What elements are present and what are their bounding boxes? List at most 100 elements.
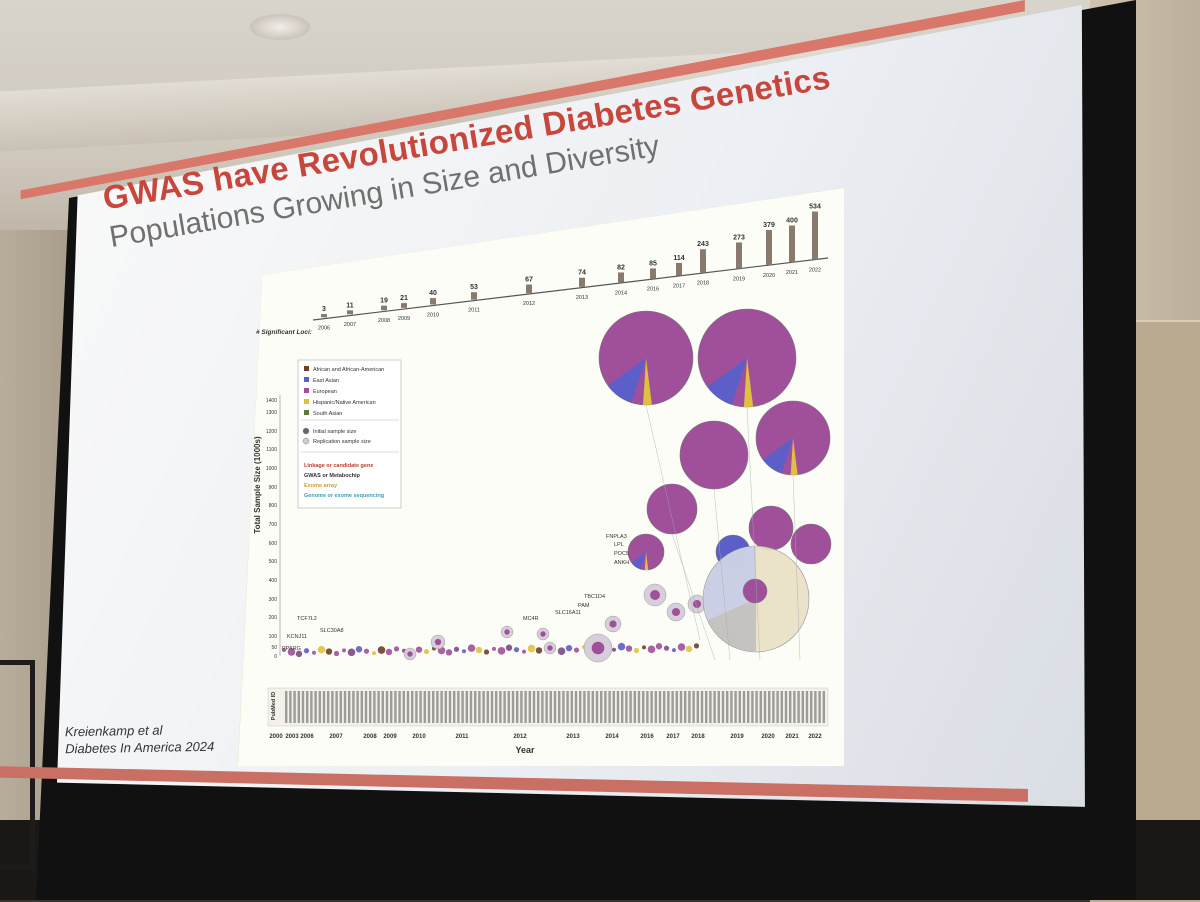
legend-ancestry-swatch [304,377,309,382]
legend-ancestry-swatch [304,388,309,393]
pubmed-id-mark [705,691,707,723]
pubmed-id-mark [314,691,316,723]
gene-label: LPL [614,542,624,548]
study-bubble [498,647,506,655]
pubmed-id-mark [684,691,686,723]
pubmed-id-mark [319,691,321,723]
loci-count-label: 400 [786,218,798,225]
gene-label: TCF7L2 [297,616,317,622]
study-bubble [476,647,482,653]
study-bubble [372,651,376,655]
pubmed-id-mark [680,691,682,723]
study-bubble [686,646,692,652]
study-bubble [364,649,369,654]
loci-count-label: 19 [380,298,388,305]
pubmed-id-mark [289,691,291,723]
x-year-label: 2006 [300,734,314,740]
x-year-label: 2014 [605,734,619,740]
loci-bar [736,242,742,268]
pubmed-id-mark [310,691,312,723]
loci-count-label: 74 [578,270,586,277]
initial-bubble [650,590,660,600]
pubmed-id-mark [461,691,463,723]
pubmed-id-mark [365,691,367,723]
pubmed-id-mark [449,691,451,723]
gene-label: SLC30A8 [320,628,344,634]
x-axis-label: Year [515,745,535,755]
legend-method-label: GWAS or Metabochip [304,473,361,479]
loci-year-label: 2009 [398,316,410,322]
y-tick-label: 50 [271,645,277,651]
y-tick-label: 700 [269,522,278,528]
pubmed-id-mark [474,691,476,723]
pubmed-id-mark [617,691,619,723]
pubmed-id-mark [638,691,640,723]
pubmed-id-mark [802,691,804,723]
x-year-label: 2009 [383,734,397,740]
loci-count-label: 21 [400,295,408,302]
loci-year-label: 2011 [468,308,480,314]
pubmed-id-mark [293,691,295,723]
pubmed-id-mark [482,691,484,723]
gene-label: PAM [578,603,590,609]
loci-bar [381,306,387,311]
loci-bar [618,272,624,282]
study-bubble [416,646,422,652]
study-bubble [626,645,632,651]
pubmed-id-mark [516,691,518,723]
pie-bubble [680,421,748,489]
study-bubble [634,648,639,653]
loci-count-label: 243 [697,241,709,248]
pubmed-id-mark [646,691,648,723]
study-bubble [304,648,309,653]
pubmed-id-mark [747,691,749,723]
loci-year-label: 2018 [697,281,709,287]
study-bubble [424,649,429,654]
study-bubble [642,645,646,649]
legend-method-label: Linkage or candidate gene [304,463,373,469]
study-bubble [612,648,616,652]
pubmed-id-mark [793,691,795,723]
initial-bubble [547,645,552,650]
loci-year-label: 2010 [427,312,439,318]
loci-bar [766,230,772,265]
pubmed-id-mark [772,691,774,723]
study-bubble [454,647,459,652]
pubmed-id-mark [613,691,615,723]
loci-label: # Significant Loci: [256,329,312,336]
study-bubble [672,648,676,652]
pubmed-id-mark [625,691,627,723]
pubmed-id-mark [592,691,594,723]
pubmed-id-mark [432,691,434,723]
study-bubble [522,650,526,654]
legend-ancestry-swatch [304,410,309,415]
pubmed-id-mark [411,691,413,723]
study-bubble [506,645,512,651]
pubmed-id-mark [629,691,631,723]
gene-label: TBC1D4 [584,594,605,600]
study-bubble [318,646,326,654]
pubmed-id-mark [369,691,371,723]
pubmed-id-mark [533,691,535,723]
pubmed-id-mark [634,691,636,723]
study-bubble [334,651,339,656]
x-year-label: 2021 [785,734,799,740]
pubmed-id-mark [713,691,715,723]
gene-label: POC5 [614,551,629,557]
study-bubble [348,649,356,657]
pubmed-id-mark [361,691,363,723]
pubmed-id-mark [356,691,358,723]
y-tick-label: 100 [269,634,278,640]
pubmed-id-mark [524,691,526,723]
pubmed-id-mark [806,691,808,723]
pubmed-id-mark [823,691,825,723]
legend-method-label: Genome or exome sequencing [304,493,384,499]
study-bubble [656,643,662,649]
large-initial-bubble [743,579,767,603]
x-year-label: 2012 [513,734,527,740]
pubmed-id-mark [377,691,379,723]
pubmed-id-mark [734,691,736,723]
study-bubble [528,645,536,653]
pie-bubble [791,524,831,564]
pubmed-id-mark [491,691,493,723]
